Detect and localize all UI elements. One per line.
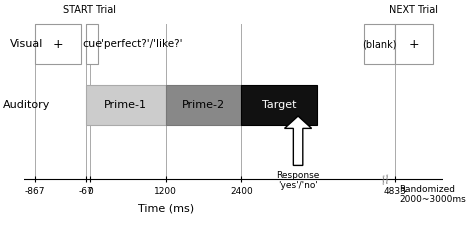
FancyArrow shape [284, 116, 311, 165]
Bar [365, 24, 395, 64]
Bar [86, 24, 98, 64]
Text: Visual: Visual [10, 39, 44, 49]
Text: (blank): (blank) [362, 39, 397, 49]
Text: cue: cue [82, 39, 102, 49]
Text: 1200: 1200 [154, 187, 177, 196]
Bar [241, 85, 317, 125]
Bar [165, 85, 241, 125]
Text: NEXT Trial: NEXT Trial [389, 5, 438, 15]
Text: Prime-2: Prime-2 [182, 100, 225, 110]
Text: 0: 0 [87, 187, 93, 196]
Text: START Trial: START Trial [64, 5, 117, 15]
Bar [395, 24, 433, 64]
Text: Time (ms): Time (ms) [137, 204, 194, 213]
Text: Prime-1: Prime-1 [104, 100, 147, 110]
Text: 2400: 2400 [230, 187, 253, 196]
Text: -67: -67 [78, 187, 93, 196]
Bar [86, 85, 165, 125]
Text: +: + [409, 38, 419, 51]
Text: Target: Target [262, 100, 296, 110]
Text: 'perfect?'/'like?': 'perfect?'/'like?' [101, 39, 182, 49]
Text: +: + [53, 38, 64, 51]
Text: 4833: 4833 [383, 187, 406, 196]
Text: -867: -867 [25, 187, 46, 196]
Bar [35, 24, 81, 64]
Text: Randomized
2000~3000ms: Randomized 2000~3000ms [399, 185, 466, 204]
Text: Response
'yes'/'no': Response 'yes'/'no' [276, 171, 320, 190]
Text: Auditory: Auditory [3, 100, 51, 110]
Text: //: // [380, 174, 390, 186]
